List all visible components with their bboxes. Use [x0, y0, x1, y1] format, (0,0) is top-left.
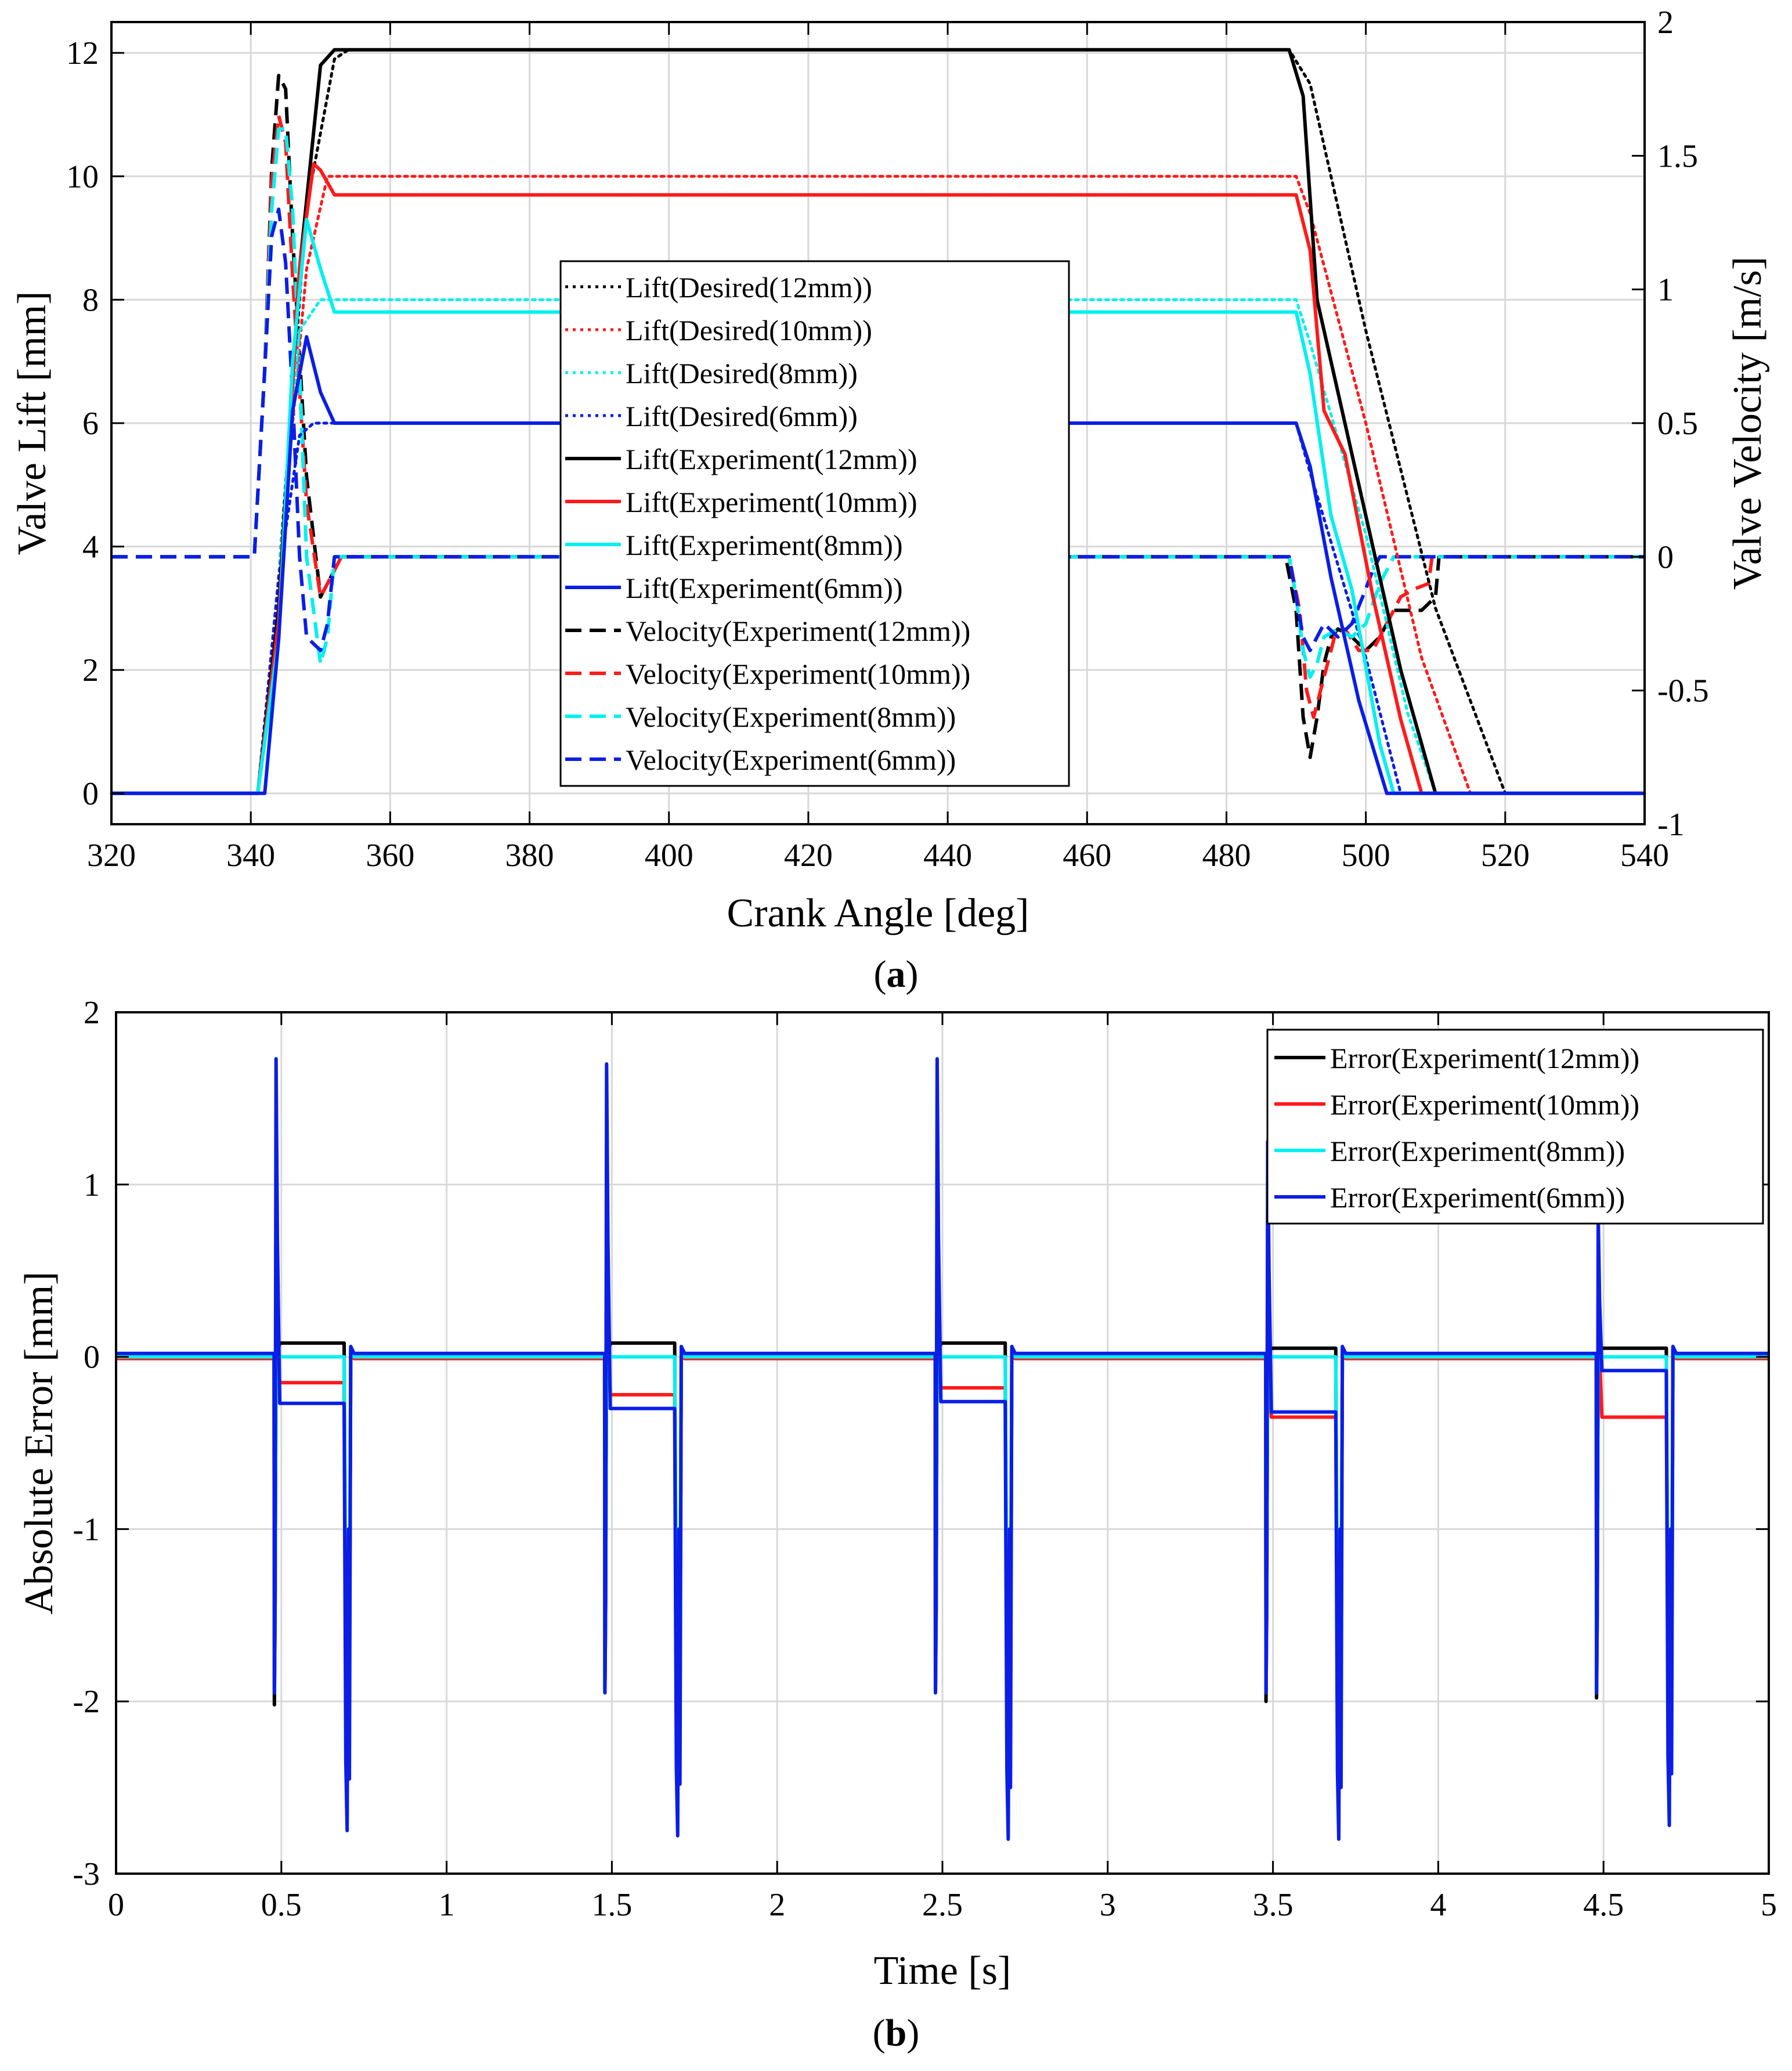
chart-b-x-ticks: 0 0.5 1 1.5 2 2.5 3 3.5 4 4.5 5	[108, 1012, 1777, 1923]
chart-b-x-tick-label: 5	[1761, 1887, 1777, 1923]
legend-label-lift-desired-12mm: Lift(Desired(12mm))	[626, 271, 872, 304]
chart-a-y-right-ticks: -1 -0.5 0 0.5 1 1.5 2	[1632, 5, 1709, 843]
chart-a-y-right-tick-label: -1	[1657, 807, 1685, 843]
legend-label-lift-desired-10mm: Lift(Desired(10mm))	[626, 314, 872, 347]
chart-a-y-tick-label: 12	[66, 35, 99, 71]
chart-a-legend-box	[559, 260, 1070, 787]
chart-a-y-right-tick-label: 1	[1657, 272, 1674, 308]
chart-b: 0 0.5 1 1.5 2 2.5 3 3.5 4 4.5 5 -3 -2 -1 0 1 2 Time [s]…	[17, 995, 1777, 2054]
chart-a-x-tick-label: 480	[1202, 838, 1251, 874]
legend-label-error-experiment-8mm: Error(Experiment(8mm))	[1330, 1135, 1625, 1167]
chart-b-y-tick-label: 0	[84, 1340, 100, 1376]
chart-a-x-tick-label: 360	[366, 838, 414, 874]
legend-label-velocity-experiment-8mm: Velocity(Experiment(8mm))	[626, 701, 956, 733]
chart-b-legend-box	[1266, 1029, 1764, 1225]
chart-a-caption: (a)	[874, 953, 919, 995]
chart-b-y-tick-label: 2	[84, 995, 100, 1031]
chart-a-y-tick-label: 2	[82, 652, 99, 688]
chart-b-ylabel: Absolute Error [mm]	[17, 1272, 62, 1615]
chart-a-y-tick-label: 6	[82, 406, 99, 442]
chart-a-x-tick-label: 460	[1063, 838, 1111, 874]
series-error-experiment-6mm	[116, 1057, 1769, 1841]
chart-a-x-ticks: 320 340 360 380 400 420 440 460 480 500 520 540	[87, 22, 1669, 874]
chart-b-x-tick-label: 0	[108, 1887, 124, 1923]
chart-a-y-tick-label: 10	[66, 159, 99, 195]
legend-label-lift-desired-6mm: Lift(Desired(6mm))	[626, 400, 858, 432]
chart-a-y-right-tick-label: 0.5	[1657, 406, 1698, 442]
chart-a-x-tick-label: 320	[87, 838, 136, 874]
chart-b-y-tick-label: -2	[73, 1684, 100, 1720]
legend-label-lift-experiment-8mm: Lift(Experiment(8mm))	[626, 529, 903, 561]
legend-label-velocity-experiment-6mm: Velocity(Experiment(6mm))	[626, 744, 956, 776]
chart-b-y-tick-label: -1	[73, 1511, 100, 1547]
chart-b-xlabel: Time [s]	[874, 1949, 1011, 1993]
legend-label-error-experiment-6mm: Error(Experiment(6mm))	[1330, 1181, 1625, 1214]
legend-label-velocity-experiment-10mm: Velocity(Experiment(10mm))	[626, 658, 970, 690]
chart-b-x-tick-label: 4.5	[1583, 1887, 1624, 1923]
chart-b-series	[116, 1057, 1769, 1841]
chart-a-y-ticks: 0 2 4 6 8 10 12	[66, 35, 124, 812]
legend-label-lift-desired-8mm: Lift(Desired(8mm))	[626, 357, 858, 389]
chart-a-y-right-tick-label: 2	[1657, 5, 1674, 41]
legend-label-lift-experiment-10mm: Lift(Experiment(10mm))	[626, 486, 917, 518]
chart-a-series	[110, 48, 1646, 795]
chart-b-y-tick-label: -3	[73, 1856, 100, 1892]
chart-a-x-tick-label: 540	[1620, 838, 1669, 874]
series-lift-experiment-6mm	[111, 335, 1645, 795]
legend-label-velocity-experiment-12mm: Velocity(Experiment(12mm))	[626, 615, 970, 647]
chart-b-y-tick-label: 1	[84, 1167, 100, 1203]
chart-a-y-right-tick-label: 0	[1657, 539, 1674, 575]
chart-a-x-tick-label: 400	[645, 838, 693, 874]
chart-b-x-tick-label: 0.5	[261, 1887, 302, 1923]
chart-a-y-right-tick-label: -0.5	[1657, 673, 1709, 709]
legend-label-lift-experiment-6mm: Lift(Experiment(6mm))	[626, 572, 903, 604]
chart-a-y-right-tick-label: 1.5	[1657, 138, 1698, 174]
chart-a-x-tick-label: 340	[226, 838, 275, 874]
chart-b-x-tick-label: 1.5	[591, 1887, 632, 1923]
chart-a-x-tick-label: 380	[505, 838, 554, 874]
series-velocity-experiment-12mm	[111, 74, 1645, 759]
chart-b-caption: (b)	[873, 2012, 920, 2054]
chart-b-x-tick-label: 2.5	[922, 1887, 963, 1923]
chart-a-x-tick-label: 520	[1481, 838, 1530, 874]
chart-a-xlabel: Crank Angle [deg]	[727, 891, 1029, 936]
chart-b-legend: Error(Experiment(12mm)) Error(Experiment(…	[1266, 1029, 1764, 1225]
chart-a-legend: Lift(Desired(12mm)) Lift(Desired(10mm)) Li…	[559, 260, 1070, 787]
chart-a-y-tick-label: 8	[82, 282, 99, 318]
chart-b-x-tick-label: 2	[769, 1887, 785, 1923]
chart-b-x-tick-label: 3.5	[1253, 1887, 1294, 1923]
legend-label-error-experiment-10mm: Error(Experiment(10mm))	[1330, 1088, 1639, 1121]
chart-a-x-tick-label: 500	[1342, 838, 1390, 874]
chart-a-x-tick-label: 420	[784, 838, 833, 874]
chart-a-y-tick-label: 0	[82, 776, 99, 812]
chart-b-x-tick-label: 3	[1100, 1887, 1116, 1923]
chart-b-y-ticks: -3 -2 -1 0 1 2	[73, 995, 1769, 1892]
chart-b-x-tick-label: 1	[439, 1887, 455, 1923]
legend-label-lift-experiment-12mm: Lift(Experiment(12mm))	[626, 443, 917, 475]
legend-label-error-experiment-12mm: Error(Experiment(12mm))	[1330, 1042, 1639, 1074]
chart-b-x-tick-label: 4	[1430, 1887, 1446, 1923]
chart-a-ylabel-right: Valve Velocity [m/s]	[1725, 257, 1770, 590]
chart-a: 320 340 360 380 400 420 440 460 480 500 520 540 024…	[10, 5, 1770, 995]
chart-a-ylabel: Valve Lift [mm]	[10, 291, 55, 555]
chart-a-y-tick-label: 4	[82, 529, 99, 565]
chart-a-x-tick-label: 440	[923, 838, 972, 874]
